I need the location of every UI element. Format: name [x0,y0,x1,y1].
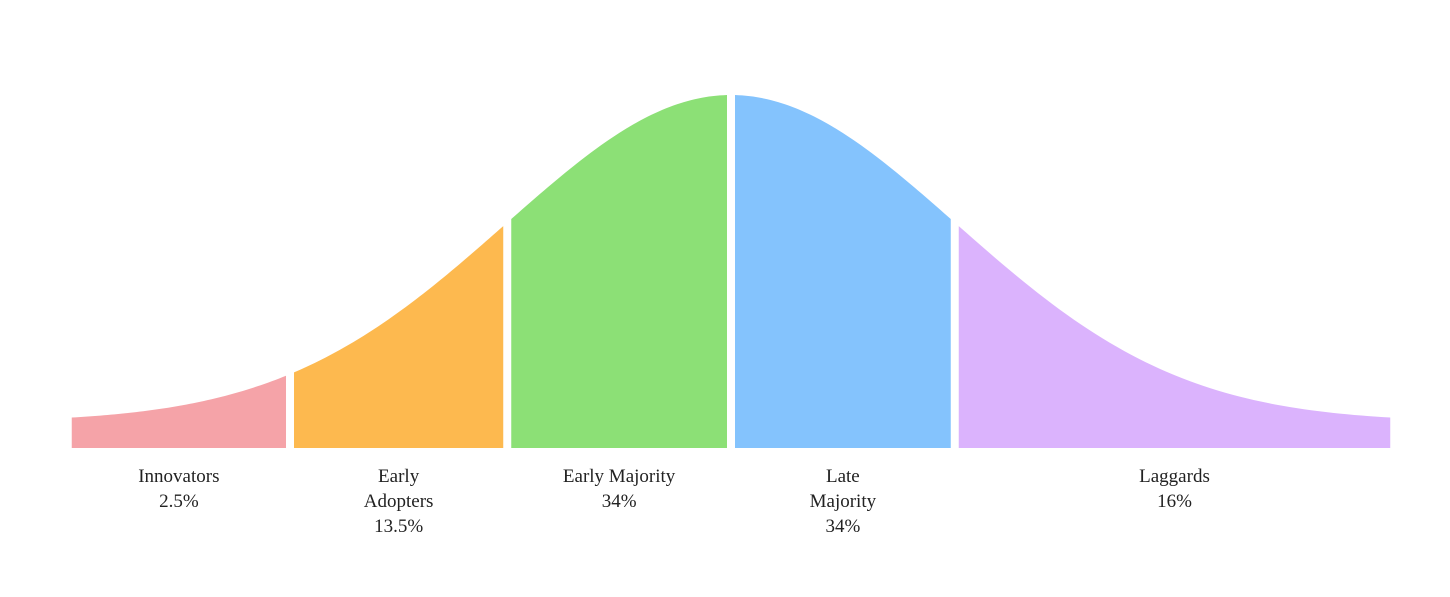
category-label: Early Majority [562,466,676,487]
segment-label: Laggards 16% [1025,464,1325,514]
category-label: Innovators [138,466,220,487]
value-label: 2.5% [159,491,199,512]
category-label: Late Majority [809,466,877,512]
segment-label: Early Majority 34% [509,464,729,514]
value-label: 13.5% [374,516,424,537]
segment-label: Innovators 2.5% [79,464,279,514]
value-label: 16% [1157,491,1192,512]
segment [71,375,287,448]
category-label: Early Adopters [363,466,434,512]
value-label: 34% [601,491,637,512]
category-label: Laggards [1139,466,1210,487]
segment-label: Late Majority 34% [793,464,893,539]
segment [511,95,727,449]
value-label: 34% [825,516,861,537]
segment [294,226,504,448]
segment-label: Early Adopters 13.5% [349,464,449,539]
segment [735,95,951,449]
segment [958,226,1391,448]
